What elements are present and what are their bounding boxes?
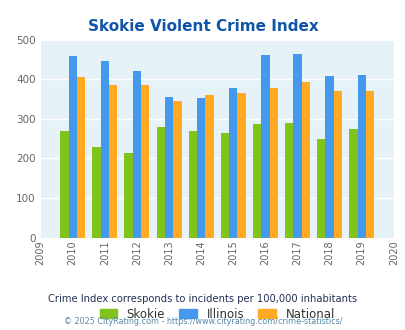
Bar [348,129,357,238]
Bar [237,93,245,238]
Bar [124,153,132,238]
Bar [228,88,237,238]
Text: Skokie Violent Crime Index: Skokie Violent Crime Index [87,19,318,34]
Legend: Skokie, Illinois, National: Skokie, Illinois, National [95,303,339,325]
Bar [141,85,149,238]
Bar [316,139,325,238]
Bar [164,97,173,238]
Bar [205,95,213,238]
Text: Crime Index corresponds to incidents per 100,000 inhabitants: Crime Index corresponds to incidents per… [48,294,357,304]
Text: © 2025 CityRating.com - https://www.cityrating.com/crime-statistics/: © 2025 CityRating.com - https://www.city… [64,317,341,326]
Bar [132,71,141,238]
Bar [357,75,365,238]
Bar [292,54,301,238]
Bar [60,131,68,238]
Bar [252,124,260,238]
Bar [284,123,292,238]
Bar [109,85,117,238]
Bar [220,133,228,238]
Bar [92,147,100,238]
Bar [196,98,205,238]
Bar [260,55,269,238]
Bar [269,88,277,238]
Bar [301,82,309,238]
Bar [100,61,109,238]
Bar [77,77,85,238]
Bar [188,131,196,238]
Bar [333,91,341,238]
Bar [156,127,164,238]
Bar [173,101,181,238]
Bar [325,77,333,238]
Bar [365,91,373,238]
Bar [68,56,77,238]
